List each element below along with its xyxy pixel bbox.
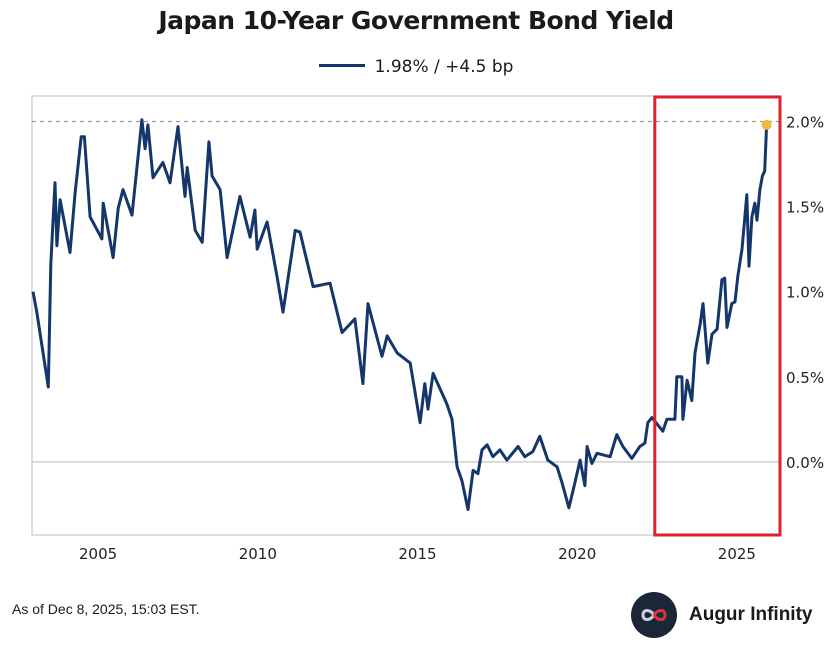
last-point-marker: [761, 119, 772, 130]
x-tick-label: 2010: [239, 545, 277, 563]
y-tick-label: 0.0%: [786, 454, 824, 472]
x-tick-label: 2020: [558, 545, 596, 563]
y-tick-label: 1.5%: [786, 199, 824, 217]
y-tick-label: 0.5%: [786, 369, 824, 387]
series-line: [31, 118, 769, 511]
y-tick-label: 1.0%: [786, 284, 824, 302]
x-tick-label: 2005: [79, 545, 117, 563]
highlight-box: [653, 95, 782, 537]
legend: 1.98% / +4.5 bp: [0, 57, 832, 77]
legend-label: 1.98% / +4.5 bp: [374, 57, 514, 77]
as-of-note: As of Dec 8, 2025, 15:03 EST.: [12, 601, 200, 617]
y-tick-label: 2.0%: [786, 114, 824, 132]
x-tick-label: 2025: [718, 545, 756, 563]
infinity-icon: [631, 592, 677, 638]
legend-swatch: [318, 63, 365, 67]
chart: 2005 2010 2015 2020 2025 0.0% 0.5% 1.0% 1.5% 2.0…: [31, 95, 824, 563]
brand-name: Augur Infinity: [689, 604, 813, 625]
brand: Augur Infinity: [631, 592, 812, 638]
plot-frame: [31, 95, 781, 536]
chart-title: Japan 10-Year Government Bond Yield: [158, 6, 674, 35]
x-tick-label: 2015: [398, 545, 436, 563]
